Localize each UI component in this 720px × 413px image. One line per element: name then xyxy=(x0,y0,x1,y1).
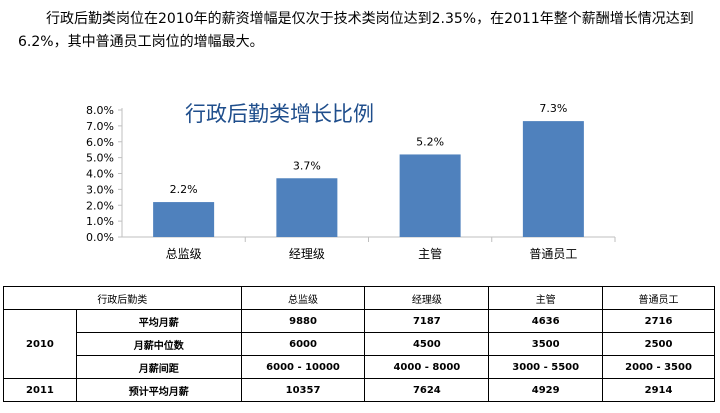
table-cell: 4929 xyxy=(488,378,604,402)
table-row: 2010 平均月薪 9880 7187 4636 2716 xyxy=(3,309,715,379)
table-cell: 2000 - 3500 xyxy=(602,355,715,379)
table-cell: 6000 - 10000 xyxy=(240,355,366,379)
bar xyxy=(399,154,461,237)
table-cell: 7187 xyxy=(364,309,490,333)
year-cell: 2011 xyxy=(3,378,77,402)
y-tick-label: 1.0% xyxy=(86,215,114,228)
table-row: 2011 预计平均月薪 10357 7624 4929 2914 xyxy=(3,378,715,402)
chart-title: 行政后勤类增长比例 xyxy=(185,102,374,126)
y-tick-label: 5.0% xyxy=(86,152,114,165)
table-row: 月薪中位数 6000 4500 3500 2500 xyxy=(4,332,715,356)
table-cell: 2716 xyxy=(602,309,715,333)
table-header-manager: 经理级 xyxy=(364,286,490,310)
table-cell: 6000 xyxy=(240,332,366,356)
row-label: 预计平均月薪 xyxy=(75,378,242,402)
bar xyxy=(276,178,338,237)
data-label: 3.7% xyxy=(293,159,321,172)
row-label: 月薪间距 xyxy=(75,355,242,379)
table-header-category: 行政后勤类 xyxy=(3,286,242,310)
bar-chart-svg: 0.0% 1.0% 2.0% 3.0% 4.0% 5.0% 6.0% 7.0% 8.0% 2.2%… xyxy=(86,102,616,261)
salary-table: 行政后勤类 总监级 经理级 主管 普通员工 2010 平均月薪 9880 718… xyxy=(3,286,715,402)
table-cell: 3000 - 5500 xyxy=(488,355,604,379)
bar-chart: 0.0% 1.0% 2.0% 3.0% 4.0% 5.0% 6.0% 7.0% 8.0% 2.2%… xyxy=(70,92,630,270)
table-cell: 4500 xyxy=(364,332,490,356)
table-header-staff: 普通员工 xyxy=(602,286,715,310)
x-tick-label: 普通员工 xyxy=(529,247,577,261)
row-label: 平均月薪 xyxy=(75,309,242,333)
data-label: 7.3% xyxy=(539,102,567,115)
table-row: 月薪间距 6000 - 10000 4000 - 8000 3000 - 550… xyxy=(4,355,715,379)
table-cell: 9880 xyxy=(240,309,366,333)
y-tick-label: 2.0% xyxy=(86,199,114,212)
table-header-director: 总监级 xyxy=(240,286,366,310)
table-cell: 2500 xyxy=(602,332,715,356)
table-cell: 10357 xyxy=(240,378,366,402)
intro-paragraph: 行政后勤类岗位在2010年的薪资增幅是仅次于技术类岗位达到2.35%，在2011… xyxy=(18,11,694,50)
table-header-row: 行政后勤类 总监级 经理级 主管 普通员工 xyxy=(3,286,715,310)
table-cell: 4636 xyxy=(488,309,604,333)
y-tick-label: 7.0% xyxy=(86,120,114,133)
data-label: 5.2% xyxy=(416,135,444,148)
table-cell: 3500 xyxy=(488,332,604,356)
row-label: 月薪中位数 xyxy=(75,332,242,356)
table-cell: 2914 xyxy=(602,378,715,402)
y-tick-label: 0.0% xyxy=(86,231,114,244)
x-tick-label: 经理级 xyxy=(289,247,325,261)
x-tick-label: 总监级 xyxy=(166,247,202,261)
bar xyxy=(153,202,215,237)
y-tick-label: 4.0% xyxy=(86,168,114,181)
y-tick-label: 6.0% xyxy=(86,136,114,149)
table-cell: 4000 - 8000 xyxy=(364,355,490,379)
bar xyxy=(522,121,584,237)
data-label: 2.2% xyxy=(170,183,198,196)
x-tick-label: 主管 xyxy=(418,246,442,261)
table-cell: 7624 xyxy=(364,378,490,402)
y-tick-label: 3.0% xyxy=(86,183,114,196)
table-header-supervisor: 主管 xyxy=(488,286,604,310)
year-cell: 2010 xyxy=(3,309,77,379)
y-tick-label: 8.0% xyxy=(86,104,114,117)
